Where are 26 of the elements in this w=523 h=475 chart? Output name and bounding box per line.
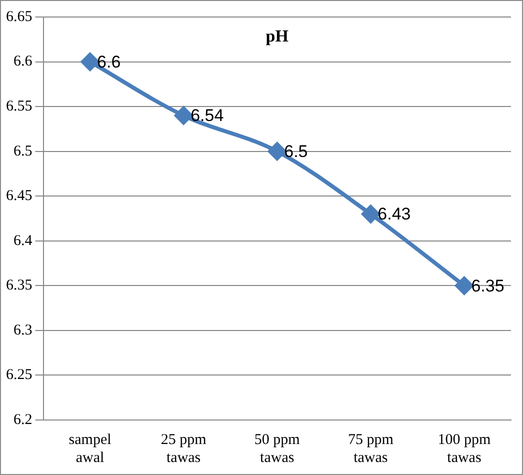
x-tick-label: 50 ppm tawas bbox=[254, 432, 300, 466]
y-tick-label: 6.55 bbox=[6, 98, 32, 114]
point bbox=[362, 205, 380, 224]
x-tick-label: 25 ppm tawas bbox=[160, 432, 207, 466]
data-label: 6.6 bbox=[97, 52, 121, 72]
data-label: 6.54 bbox=[190, 106, 224, 126]
y-tick-label: 6.45 bbox=[6, 188, 32, 204]
point bbox=[174, 106, 193, 125]
y-tick-label: 6.5 bbox=[14, 143, 32, 160]
y-tick-label: 6.35 bbox=[6, 278, 32, 294]
y-tick-label: 6.2 bbox=[14, 412, 32, 428]
y-tick-label: 6.4 bbox=[14, 232, 33, 249]
text: pH bbox=[266, 26, 288, 46]
y-tick-label: 6.6 bbox=[14, 54, 33, 70]
x-tick-label: sampel awal bbox=[68, 432, 112, 466]
y-tick-label: 6.65 bbox=[6, 8, 32, 25]
point bbox=[81, 52, 100, 71]
data-label: 6.43 bbox=[378, 204, 411, 224]
point bbox=[268, 142, 286, 160]
data-label: 6.5 bbox=[284, 142, 308, 162]
x-tick-label: 100 ppm tawas bbox=[438, 432, 492, 466]
y-tick-label: 6.25 bbox=[6, 367, 32, 384]
x-tick-label: 75 ppm tawas bbox=[348, 432, 394, 466]
y-tick-label: 6.3 bbox=[14, 322, 32, 338]
point bbox=[455, 276, 474, 295]
data-label: 6.35 bbox=[471, 276, 504, 296]
